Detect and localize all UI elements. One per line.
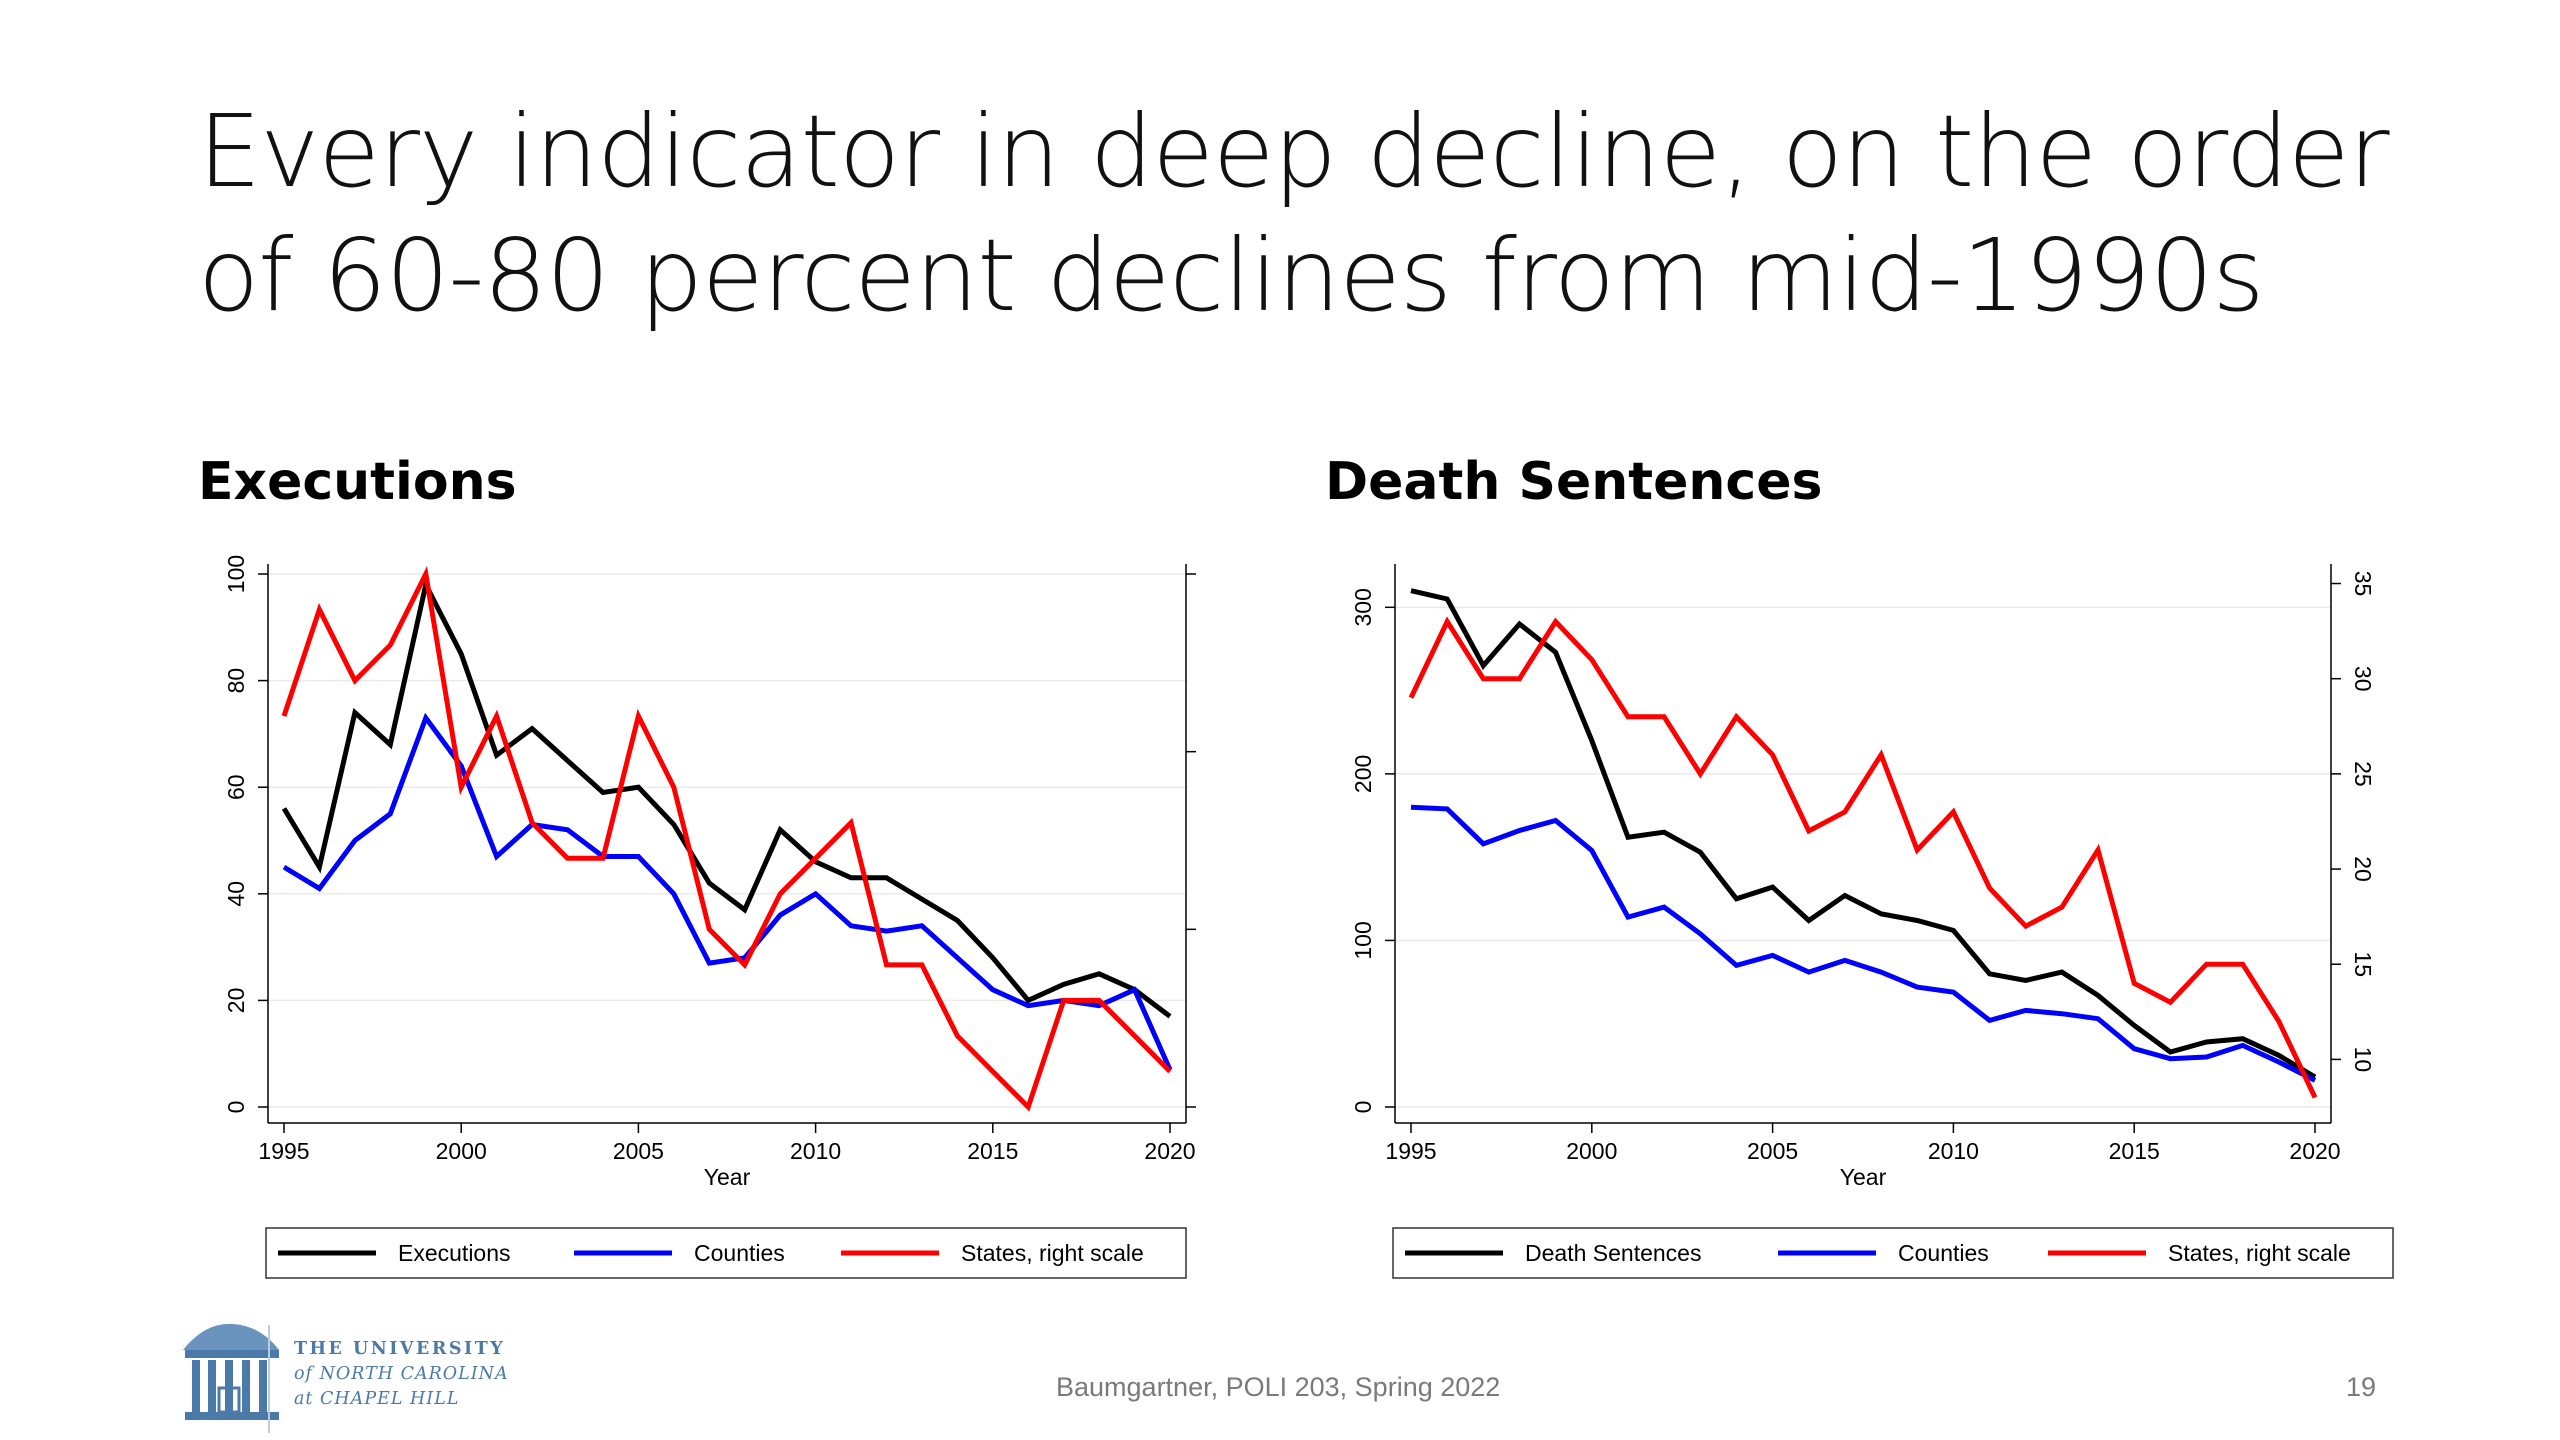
- executions-chart-title: Executions: [198, 452, 517, 512]
- x-tick-label: 2020: [2289, 1138, 2340, 1164]
- y2-tick-label: 30: [2350, 666, 2376, 692]
- y-tick-label: 0: [223, 1101, 249, 1114]
- university-line-1: THE UNIVERSITY: [294, 1339, 506, 1359]
- y-tick-label: 80: [223, 668, 249, 694]
- y2-tick-label: 5: [1205, 1101, 1208, 1114]
- x-axis-title: Year: [1840, 1164, 1887, 1190]
- y2-tick-label: 15: [2350, 951, 2376, 977]
- y-tick-label: 20: [223, 988, 249, 1014]
- old-well-icon: [183, 1323, 279, 1420]
- x-tick-label: 2010: [790, 1138, 841, 1164]
- slide-footer: Baumgartner, POLI 203, Spring 2022: [1056, 1372, 1501, 1402]
- y-tick-label: 100: [1350, 921, 1376, 959]
- legend-label: Counties: [1898, 1240, 1989, 1266]
- x-tick-label: 2015: [967, 1138, 1018, 1164]
- series-line-counties: [1410, 804, 2317, 1083]
- university-line-3: at CHAPEL HILL: [294, 1389, 460, 1409]
- series-line-death-sentences: [1410, 588, 2317, 1080]
- death-sentences-chart-title: Death Sentences: [1325, 452, 1823, 512]
- university-wordmark: THE UNIVERSITY of NORTH CAROLINA at CHAP…: [294, 1337, 509, 1412]
- y-tick-label: 40: [223, 881, 249, 907]
- x-tick-label: 2015: [2109, 1138, 2160, 1164]
- x-tick-label: 2000: [1566, 1138, 1617, 1164]
- x-tick-label: 2010: [1928, 1138, 1979, 1164]
- legend-label: Counties: [694, 1240, 785, 1266]
- slide-title-line-1: Every indicator in deep decline, on the …: [198, 93, 2390, 210]
- legend-label: Executions: [398, 1240, 511, 1266]
- page-number: 19: [2346, 1372, 2377, 1402]
- y2-tick-label: 10: [2350, 1047, 2376, 1073]
- legend-label: States, right scale: [961, 1240, 1144, 1266]
- series-line-states-right-scale: [281, 565, 1172, 1112]
- y2-tick-label: 35: [2350, 571, 2376, 597]
- x-tick-label: 1995: [258, 1138, 309, 1164]
- y2-tick-label: 10: [1205, 917, 1208, 943]
- university-line-2: of NORTH CAROLINA: [294, 1364, 509, 1384]
- x-tick-label: 2000: [436, 1138, 487, 1164]
- logo-divider: [268, 1325, 270, 1433]
- x-tick-label: 1995: [1385, 1138, 1436, 1164]
- x-tick-label: 2005: [613, 1138, 664, 1164]
- x-tick-label: 2020: [1144, 1138, 1195, 1164]
- legend-box: [265, 1227, 1187, 1279]
- series-line-executions: [281, 577, 1172, 1019]
- x-tick-label: 2005: [1747, 1138, 1798, 1164]
- y2-tick-label: 20: [1205, 561, 1208, 587]
- x-axis-title: Year: [704, 1164, 751, 1190]
- legend-box: [1392, 1227, 2394, 1279]
- series-line-counties: [282, 712, 1173, 1071]
- series-line-states-right-scale: [1408, 616, 2318, 1099]
- y-tick-label: 100: [223, 555, 249, 593]
- slide-title-line-2: of 60-80 percent declines from mid-1990s: [198, 217, 2265, 334]
- executions-chart: 0 20 40 60 80 100 5 10 15 20 1995 2000 2005 2010 2015 2…: [223, 555, 1208, 1279]
- y-tick-label: 60: [223, 774, 249, 800]
- y2-tick-label: 15: [1205, 739, 1208, 765]
- death-sentences-chart: 0 100 200 300 10 15 20 25 30 35 1995 2000 2005 2010 20…: [1350, 564, 2394, 1279]
- y2-tick-label: 20: [2350, 856, 2376, 882]
- y-tick-label: 0: [1350, 1101, 1376, 1114]
- legend-label: States, right scale: [2168, 1240, 2351, 1266]
- legend-label: Death Sentences: [1525, 1240, 1701, 1266]
- y-tick-label: 300: [1350, 588, 1376, 626]
- y2-tick-label: 25: [2350, 761, 2376, 787]
- y-tick-label: 200: [1350, 755, 1376, 793]
- slide-title: Every indicator in deep decline, on the …: [198, 90, 2448, 338]
